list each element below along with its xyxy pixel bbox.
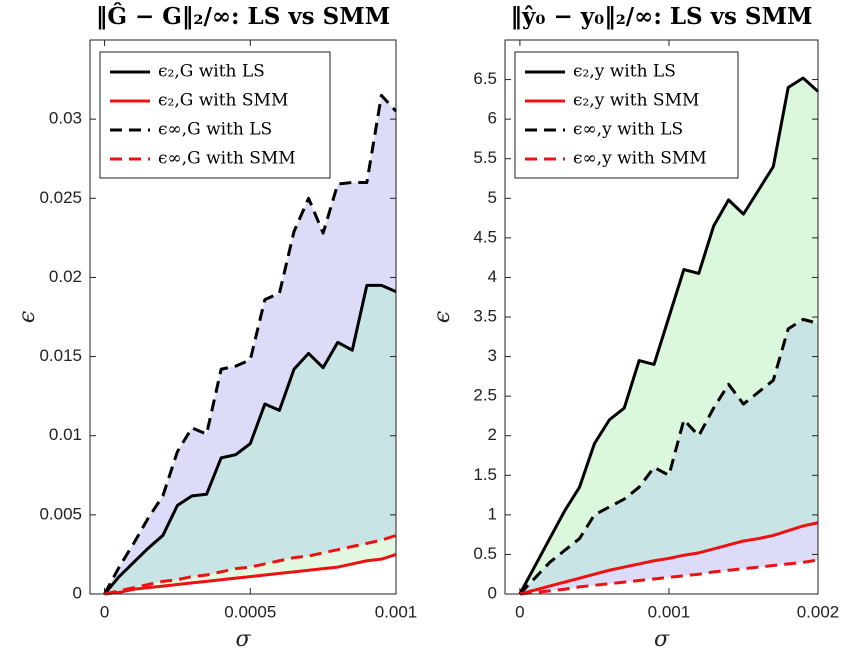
y-tick-label: 1 — [488, 504, 497, 523]
area-fill — [104, 95, 397, 595]
legend-label: ϵ∞,y with LS — [573, 120, 683, 140]
legend-label: ϵ∞,y with SMM — [573, 149, 707, 169]
data-line — [104, 534, 397, 596]
x-axis-label: σ — [235, 627, 251, 652]
legend-label: ϵ₂,y with LS — [573, 62, 676, 82]
data-line — [103, 283, 397, 595]
x-tick-label: 0.001 — [648, 602, 691, 621]
axes-box — [504, 39, 819, 595]
area-fill — [519, 77, 818, 594]
data-line — [519, 521, 819, 596]
x-tick-label: 0.002 — [797, 602, 840, 621]
data-line — [103, 93, 398, 595]
y-tick-label: 4.5 — [473, 227, 497, 246]
y-tick-label: 1.5 — [473, 465, 497, 484]
legend-label: ϵ∞,G with LS — [158, 120, 272, 140]
y-tick-label: 3 — [488, 346, 497, 365]
y-axis-label: ϵ — [15, 311, 40, 323]
data-line — [519, 558, 819, 596]
y-axis-label: ϵ — [430, 311, 455, 323]
legend-label: ϵ₂,y with SMM — [573, 91, 699, 111]
y-tick-label: 0.5 — [473, 544, 497, 563]
data-line — [518, 76, 820, 595]
y-tick-label: 0.015 — [39, 346, 82, 365]
y-tick-label: 0 — [488, 583, 497, 602]
x-tick-label: 0.001 — [375, 602, 418, 621]
axes-box — [89, 39, 397, 595]
y-tick-label: 2.5 — [473, 386, 497, 405]
chart-title: ‖ŷ₀ − y₀‖₂/∞: LS vs SMM — [511, 3, 813, 30]
area-fill — [519, 319, 818, 594]
y-tick-label: 6 — [488, 109, 497, 128]
area-fill — [104, 285, 397, 594]
y-tick-label: 3.5 — [473, 306, 497, 325]
legend-label: ϵ₂,G with SMM — [158, 91, 288, 111]
x-axis-label: σ — [654, 627, 670, 652]
legend-label: ϵ∞,G with SMM — [158, 149, 296, 169]
y-tick-label: 0.02 — [49, 267, 82, 286]
y-tick-label: 0.03 — [49, 109, 82, 128]
legend-label: ϵ₂,G with LS — [158, 62, 265, 82]
y-tick-label: 2 — [488, 425, 497, 444]
y-tick-label: 4 — [488, 267, 497, 286]
x-tick-label: 0.0005 — [224, 602, 276, 621]
y-tick-label: 0.01 — [49, 425, 82, 444]
y-tick-label: 5.5 — [473, 148, 497, 167]
y-tick-label: 6.5 — [473, 69, 497, 88]
y-tick-label: 0 — [73, 583, 82, 602]
y-tick-label: 0.005 — [39, 504, 82, 523]
data-line — [104, 553, 397, 596]
x-tick-label: 0 — [100, 602, 109, 621]
y-tick-label: 5 — [488, 188, 497, 207]
x-tick-label: 0 — [515, 602, 524, 621]
y-tick-label: 0.025 — [39, 188, 82, 207]
data-line — [518, 317, 819, 596]
chart-title: ‖Ĝ − G‖₂/∞: LS vs SMM — [96, 3, 390, 30]
